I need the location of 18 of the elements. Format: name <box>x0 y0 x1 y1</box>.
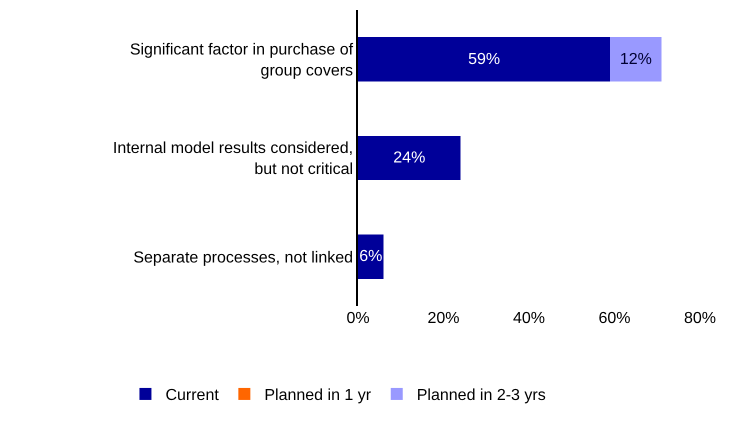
data-label: 6% <box>359 248 382 266</box>
x-tick-label: 80% <box>684 310 716 327</box>
y-tick-label: Separate processes, not linked <box>133 249 354 266</box>
bar <box>610 37 662 82</box>
data-label: 12% <box>620 50 652 68</box>
y-tick-label: Internal model results considered, but not critical <box>112 140 354 178</box>
legend-label: Planned in 2-3 yrs <box>416 387 546 404</box>
legend-label: Current <box>165 387 220 404</box>
y-tick-label: Significant factor in purchase of group covers <box>130 42 354 80</box>
bar <box>358 37 610 82</box>
x-tick-label: 40% <box>512 310 546 327</box>
legend-label: Planned in 1 yr <box>264 387 372 404</box>
x-tick-label: 0% <box>346 310 370 327</box>
bar <box>358 136 461 180</box>
x-tick-label: 60% <box>598 310 631 327</box>
x-tick-label: 20% <box>427 310 460 327</box>
data-label: 24% <box>393 150 426 166</box>
data-label: 59% <box>468 50 500 68</box>
